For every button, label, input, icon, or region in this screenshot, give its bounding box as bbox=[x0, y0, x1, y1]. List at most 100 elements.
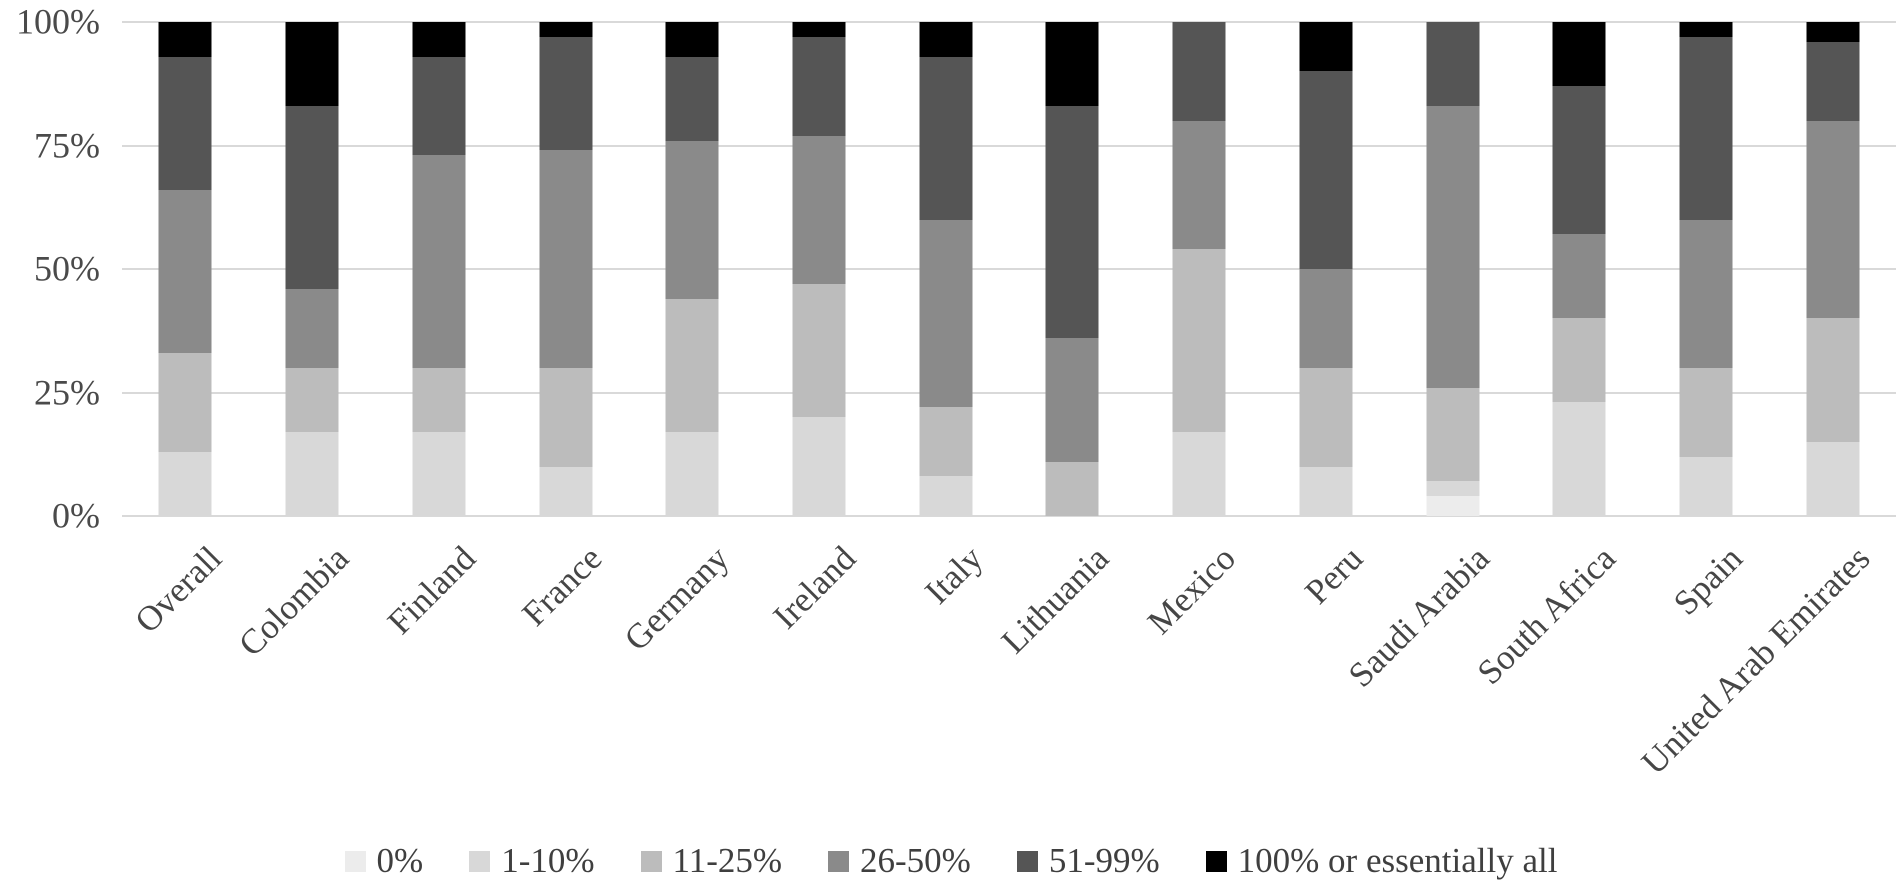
bar-slot: South Africa bbox=[1470, 22, 1643, 692]
bar-segment bbox=[919, 22, 973, 57]
bar-segment bbox=[1679, 367, 1733, 457]
bar-segment bbox=[1552, 318, 1606, 403]
bar-segment bbox=[1806, 441, 1860, 516]
bar-segment bbox=[792, 417, 846, 516]
gridline bbox=[122, 21, 1896, 23]
legend-label: 26-50% bbox=[860, 841, 971, 880]
bar-segment bbox=[665, 140, 719, 299]
x-axis-label: Italy bbox=[916, 538, 990, 612]
x-axis-label: Mexico bbox=[1140, 538, 1244, 642]
bar-segment bbox=[1299, 269, 1353, 368]
y-axis-tick-label: 50% bbox=[34, 248, 100, 289]
legend-swatch-icon bbox=[828, 850, 850, 872]
gridlines bbox=[122, 21, 1896, 517]
bar-segment bbox=[1299, 71, 1353, 270]
stacked-bar bbox=[285, 22, 339, 516]
bar-slot: Colombia bbox=[231, 22, 376, 664]
bar-segment bbox=[792, 36, 846, 136]
bar-slot: Germany bbox=[617, 22, 756, 658]
gridline bbox=[122, 515, 1896, 517]
x-axis-label: Colombia bbox=[231, 538, 357, 664]
bar-segment bbox=[285, 106, 339, 289]
stacked-bar bbox=[1806, 22, 1860, 516]
stacked-bar bbox=[1299, 22, 1353, 516]
y-axis-tick-label: 25% bbox=[34, 371, 100, 412]
bar-segment bbox=[792, 22, 846, 37]
bar-slot: France bbox=[502, 22, 629, 634]
legend-item: 51-99% bbox=[1016, 841, 1160, 881]
stacked-bar bbox=[1172, 22, 1226, 516]
legend-label: 0% bbox=[376, 841, 424, 880]
bar-slot: Ireland bbox=[756, 22, 883, 636]
stacked-bar bbox=[1426, 22, 1480, 516]
bar-segment bbox=[285, 367, 339, 433]
bar-segment bbox=[1806, 22, 1860, 42]
bar-segment bbox=[1045, 106, 1099, 339]
bar-segment bbox=[665, 298, 719, 433]
x-axis-label: Spain bbox=[1666, 538, 1751, 623]
bar-segment bbox=[285, 432, 339, 516]
bar-segment bbox=[919, 219, 973, 408]
bar-segment bbox=[1806, 318, 1860, 442]
bar-segment bbox=[539, 36, 593, 151]
y-axis-tick-label: 0% bbox=[52, 495, 100, 536]
bar-segment bbox=[158, 451, 212, 516]
bar-segment bbox=[1172, 249, 1226, 433]
bar-segment bbox=[1552, 234, 1606, 319]
bar-slot: Italy bbox=[882, 22, 1009, 612]
bar-segment bbox=[158, 56, 212, 190]
bar-segment bbox=[285, 288, 339, 368]
bar-segment bbox=[1299, 466, 1353, 516]
bar-segment bbox=[919, 407, 973, 477]
bar-segment bbox=[1426, 481, 1480, 497]
bar-segment bbox=[539, 150, 593, 368]
gridline bbox=[122, 391, 1896, 394]
bar-segment bbox=[1552, 22, 1606, 87]
bar-slot: Overall bbox=[122, 22, 249, 640]
bar-segment bbox=[792, 135, 846, 284]
legend-swatch-icon bbox=[1205, 850, 1227, 872]
bar-segment bbox=[1172, 22, 1226, 121]
bar-segment bbox=[1045, 338, 1099, 462]
bar-segment bbox=[539, 466, 593, 516]
bars-container: Overall Colombia Finland France Germany Irela… bbox=[122, 22, 1896, 782]
bar-slot: Saudi Arabia bbox=[1341, 22, 1516, 695]
legend-swatch-icon bbox=[640, 850, 662, 872]
bar-segment bbox=[412, 367, 466, 433]
legend-label: 51-99% bbox=[1048, 841, 1160, 880]
bar-slot: United Arab Emirates bbox=[1633, 22, 1896, 782]
bar-slot: Mexico bbox=[1136, 22, 1263, 642]
stacked-bar bbox=[919, 22, 973, 516]
stacked-bar bbox=[665, 22, 719, 516]
bar-segment bbox=[1806, 41, 1860, 121]
legend-item: 11-25% bbox=[640, 841, 782, 881]
bar-segment bbox=[1552, 402, 1606, 516]
bar-segment bbox=[665, 56, 719, 141]
legend-swatch-icon bbox=[344, 850, 366, 872]
x-axis-label: Finland bbox=[379, 538, 483, 642]
bar-slot: Peru bbox=[1262, 22, 1389, 612]
bar-segment bbox=[665, 22, 719, 57]
x-axis-label: Germany bbox=[616, 538, 737, 659]
gridline bbox=[122, 144, 1896, 147]
bar-segment bbox=[1045, 461, 1099, 516]
stacked-bar bbox=[1552, 22, 1606, 516]
bar-segment bbox=[285, 22, 339, 107]
bar-segment bbox=[1679, 219, 1733, 368]
bar-slot: Lithuania bbox=[994, 22, 1136, 661]
bar-segment bbox=[1426, 106, 1480, 388]
bar-segment bbox=[412, 155, 466, 368]
y-axis-tick-label: 100% bbox=[16, 1, 100, 42]
bar-segment bbox=[1045, 22, 1099, 106]
legend: 0% 1-10% 11-25% 26-50% 51-99% 100% or essenti… bbox=[0, 841, 1902, 881]
bar-segment bbox=[539, 367, 593, 467]
bar-segment bbox=[1806, 120, 1860, 319]
bar-segment bbox=[412, 22, 466, 57]
bar-segment bbox=[1299, 367, 1353, 467]
bar-segment bbox=[412, 432, 466, 516]
stacked-bar bbox=[1679, 22, 1733, 516]
legend-item: 1-10% bbox=[469, 841, 595, 881]
bar-segment bbox=[1172, 120, 1226, 250]
legend-item: 26-50% bbox=[828, 841, 971, 881]
x-axis-label: Ireland bbox=[765, 538, 864, 637]
